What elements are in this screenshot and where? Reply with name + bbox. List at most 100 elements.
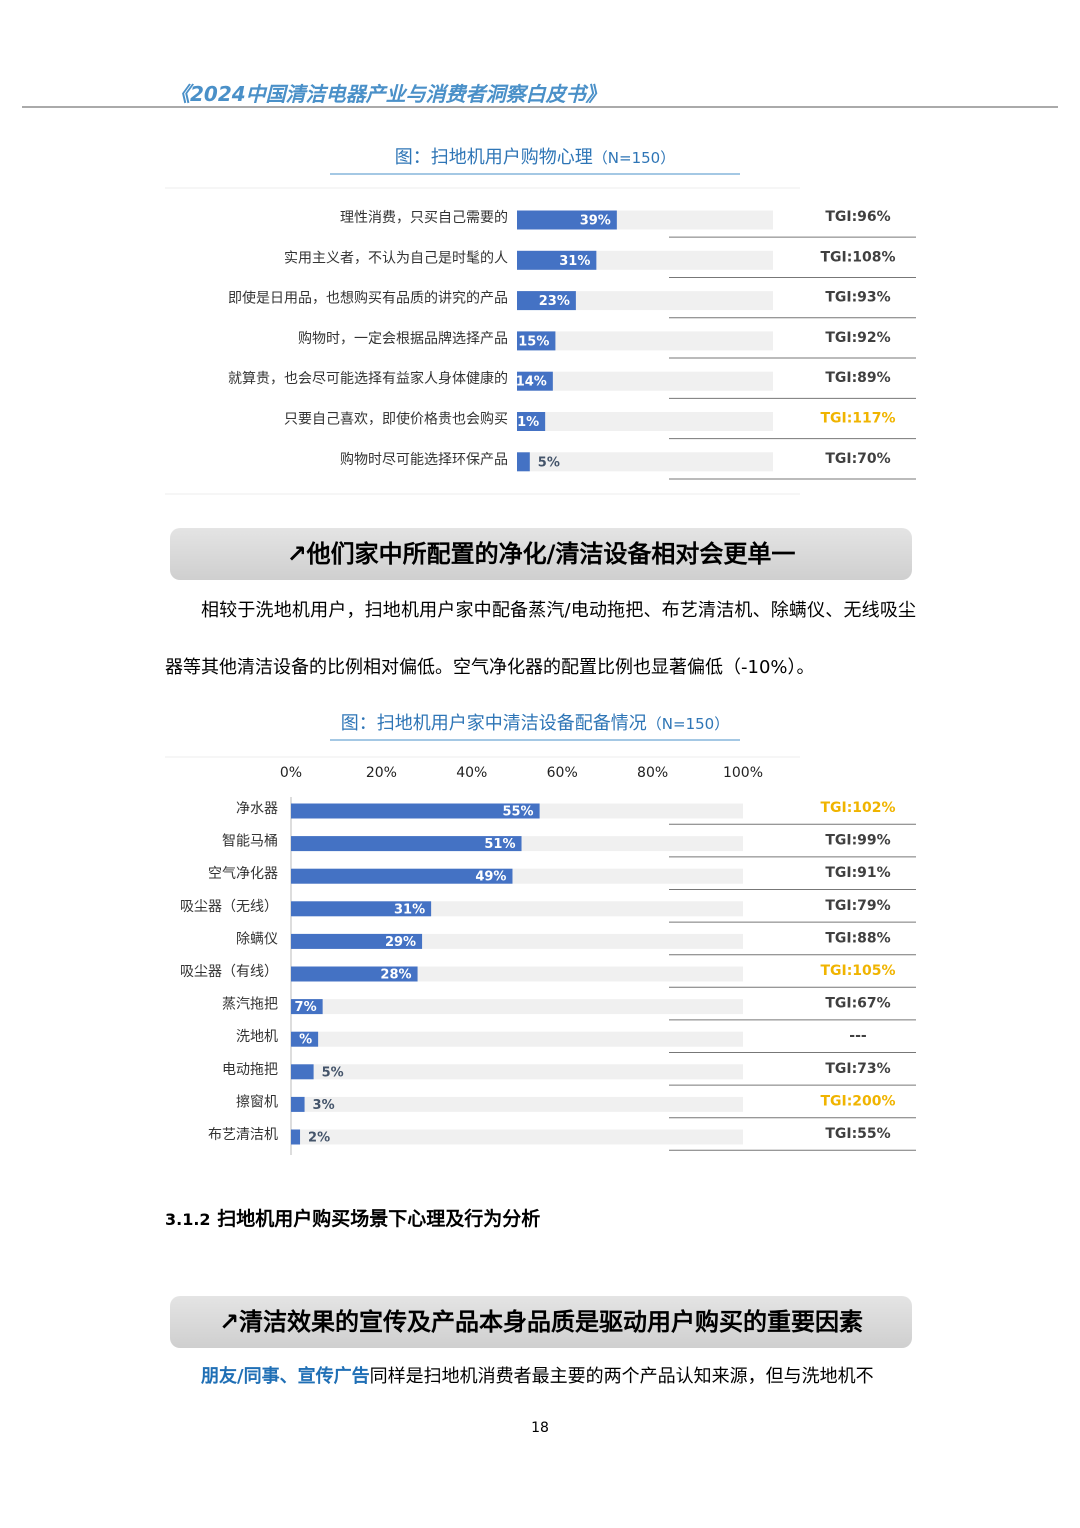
value-label: 28% — [380, 968, 411, 983]
section-banner: ↗清洁效果的宣传及产品本身品质是驱动用户购买的重要因素 — [170, 1296, 912, 1348]
x-tick-label: 40% — [456, 765, 487, 781]
bar-track — [291, 1064, 743, 1080]
bar — [517, 291, 576, 311]
bar-track — [291, 1031, 743, 1047]
chart-title: 图：扫地机用户购物心理（N=150） — [395, 147, 675, 168]
bar-track — [517, 291, 773, 311]
bar — [291, 1129, 301, 1145]
bar — [291, 901, 432, 917]
paragraph: 相较于洗地机用户，扫地机用户家中配备蒸汽/电动拖把、布艺清洁机、除螨仪、无线吸尘… — [165, 600, 916, 678]
category-label: 吸尘器（无线） — [180, 899, 278, 915]
category-label: 布艺清洁机 — [208, 1127, 278, 1143]
section-heading: 3.1.2 扫地机用户购买场景下心理及行为分析 — [165, 1204, 540, 1231]
value-label: 29% — [385, 935, 416, 950]
tgi-label: TGI:73% — [825, 1061, 890, 1077]
category-label: 空气净化器 — [208, 866, 278, 882]
bar-track — [517, 412, 773, 431]
value-label: % — [299, 1033, 312, 1048]
value-label: 23% — [539, 294, 570, 309]
category-label: 即使是日用品，也想购买有品质的讲究的产品 — [228, 290, 508, 307]
value-label: 7% — [295, 1000, 317, 1015]
highlight-text: 朋友/同事、宣传广告 — [201, 1366, 370, 1387]
category-label: 电动拖把 — [222, 1062, 278, 1078]
chart-title: 图：扫地机用户家中清洁设备配备情况（N=150） — [341, 713, 729, 734]
heading-number: 3.1.2 — [165, 1210, 211, 1229]
chart-title-main: 图：扫地机用户家中清洁设备配备情况 — [341, 713, 647, 734]
chart-subtitle: （N=150） — [593, 149, 675, 167]
category-label: 智能马桶 — [222, 834, 278, 850]
value-label: 39% — [580, 214, 611, 229]
tgi-label: TGI:88% — [825, 930, 890, 946]
bar — [517, 452, 530, 472]
value-label: 55% — [502, 805, 533, 820]
value-label: 49% — [475, 870, 506, 885]
bar — [517, 371, 553, 391]
x-tick-label: 60% — [547, 765, 578, 781]
value-label: 11% — [508, 415, 539, 430]
value-label: 31% — [394, 902, 425, 917]
tgi-label: TGI:108% — [820, 249, 895, 265]
paragraph: 朋友/同事、宣传广告同样是扫地机消费者最主要的两个产品认知来源，但与洗地机不 — [165, 1348, 916, 1405]
category-label: 实用主义者，不认为自己是时髦的人 — [284, 250, 508, 266]
tgi-label: TGI:79% — [825, 898, 890, 914]
tgi-label: TGI:99% — [825, 833, 890, 849]
category-label: 理性消费，只买自己需要的 — [340, 210, 508, 226]
bar-track — [517, 371, 773, 391]
x-tick-label: 100% — [723, 765, 763, 781]
value-label: 51% — [484, 837, 515, 852]
bar — [291, 868, 513, 884]
x-tick-label: 0% — [280, 765, 302, 781]
bar — [291, 1096, 305, 1112]
category-label: 洗地机 — [236, 1029, 278, 1045]
value-label: 3% — [313, 1098, 335, 1113]
bar — [517, 250, 597, 270]
bar-track — [517, 331, 773, 351]
bar — [291, 836, 522, 852]
chart-subtitle: （N=150） — [647, 715, 729, 733]
tgi-label: TGI:70% — [825, 451, 890, 467]
value-label: 14% — [516, 375, 547, 390]
category-label: 购物时，一定会根据品牌选择产品 — [298, 330, 508, 347]
value-label: 2% — [308, 1131, 330, 1146]
bar-track — [291, 999, 743, 1015]
value-label: 5% — [538, 455, 560, 470]
category-label: 净水器 — [236, 801, 278, 817]
bar — [291, 933, 423, 949]
bar — [517, 331, 556, 351]
header-title: 《2024中国清洁电器产业与消费者洞察白皮书》 — [170, 82, 606, 106]
bar — [291, 803, 540, 819]
category-label: 购物时尽可能选择环保产品 — [340, 452, 508, 468]
category-label: 吸尘器（有线） — [180, 964, 278, 980]
tgi-label: TGI:96% — [825, 209, 890, 225]
page-number: 18 — [531, 1420, 549, 1436]
tgi-label: TGI:117% — [820, 411, 895, 427]
bar-track — [291, 1096, 743, 1112]
bar-track — [517, 452, 773, 472]
paragraph-text: 同样是扫地机消费者最主要的两个产品认知来源，但与洗地机不 — [369, 1366, 874, 1387]
value-label: 15% — [518, 334, 549, 349]
value-label: 31% — [559, 254, 590, 269]
tgi-label: TGI:67% — [825, 996, 890, 1012]
category-label: 除螨仪 — [236, 931, 278, 947]
tgi-label: --- — [849, 1028, 867, 1044]
chart-title-main: 图：扫地机用户购物心理 — [395, 147, 593, 168]
bar — [291, 966, 418, 982]
x-tick-label: 20% — [366, 765, 397, 781]
category-label: 擦窗机 — [236, 1093, 278, 1110]
tgi-label: TGI:55% — [825, 1126, 890, 1142]
x-tick-label: 80% — [637, 765, 668, 781]
bar — [517, 412, 546, 431]
bar — [291, 1031, 319, 1047]
bar — [291, 1064, 314, 1080]
heading-text: 扫地机用户购买场景下心理及行为分析 — [217, 1208, 541, 1230]
category-label: 蒸汽拖把 — [222, 997, 278, 1013]
tgi-label: TGI:89% — [825, 370, 890, 386]
tgi-label: TGI:105% — [820, 963, 895, 979]
tgi-label: TGI:93% — [825, 290, 890, 306]
tgi-label: TGI:200% — [820, 1093, 895, 1109]
bar — [517, 210, 617, 230]
bar — [291, 999, 323, 1015]
section-banner: ↗他们家中所配置的净化/清洁设备相对会更单一 — [170, 528, 912, 580]
